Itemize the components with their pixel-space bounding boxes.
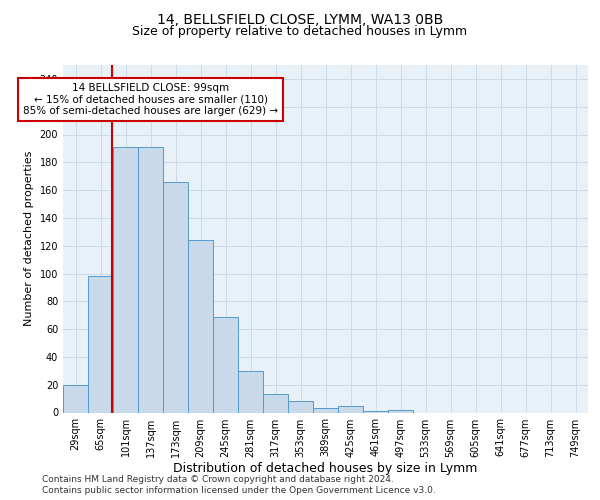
Bar bbox=[163, 182, 188, 412]
Text: 14 BELLSFIELD CLOSE: 99sqm
← 15% of detached houses are smaller (110)
85% of sem: 14 BELLSFIELD CLOSE: 99sqm ← 15% of deta… bbox=[23, 83, 278, 116]
Text: Contains public sector information licensed under the Open Government Licence v3: Contains public sector information licen… bbox=[42, 486, 436, 495]
X-axis label: Distribution of detached houses by size in Lymm: Distribution of detached houses by size … bbox=[173, 462, 478, 475]
Bar bbox=[138, 147, 163, 412]
Bar bbox=[263, 394, 288, 412]
Bar bbox=[63, 384, 88, 412]
Bar bbox=[238, 371, 263, 412]
Text: Size of property relative to detached houses in Lymm: Size of property relative to detached ho… bbox=[133, 25, 467, 38]
Bar bbox=[288, 402, 313, 412]
Text: 14, BELLSFIELD CLOSE, LYMM, WA13 0BB: 14, BELLSFIELD CLOSE, LYMM, WA13 0BB bbox=[157, 12, 443, 26]
Bar bbox=[113, 147, 138, 412]
Bar bbox=[338, 406, 363, 412]
Bar bbox=[88, 276, 113, 412]
Y-axis label: Number of detached properties: Number of detached properties bbox=[24, 151, 34, 326]
Bar bbox=[213, 316, 238, 412]
Bar bbox=[363, 411, 388, 412]
Bar bbox=[313, 408, 338, 412]
Text: Contains HM Land Registry data © Crown copyright and database right 2024.: Contains HM Land Registry data © Crown c… bbox=[42, 475, 394, 484]
Bar bbox=[188, 240, 213, 412]
Bar bbox=[388, 410, 413, 412]
